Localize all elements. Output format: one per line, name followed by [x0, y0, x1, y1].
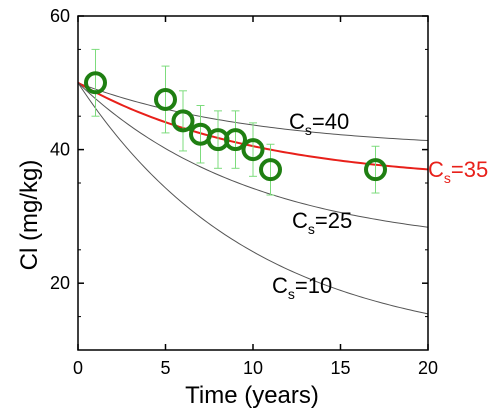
data-point-0 [84, 71, 107, 95]
data-point-1 [154, 88, 177, 111]
y-tick-label-20: 20 [50, 273, 70, 293]
x-tick-label-5: 5 [160, 358, 170, 378]
model-curves [77, 81, 429, 315]
data-point-5 [224, 128, 247, 152]
x-tick-label-10: 10 [243, 358, 263, 378]
curve-labels: Cs=40 Cs=35 Cs=25 Cs=10 [272, 109, 488, 302]
x-tick-label-20: 20 [418, 358, 438, 378]
data-markers [84, 71, 387, 182]
data-point-6 [241, 138, 265, 162]
axes: 0 5 10 15 20 20 40 60 [50, 6, 438, 378]
data-point-2 [171, 109, 195, 133]
curve-label-cs-35: Cs=35 [428, 157, 488, 186]
error-bars [91, 48, 380, 196]
y-tick-label-40: 40 [50, 140, 70, 160]
data-point-7 [259, 158, 282, 182]
curve-cs-25 [77, 82, 429, 228]
data-point-8 [364, 158, 387, 182]
curve-label-cs-10: Cs=10 [272, 273, 332, 302]
x-tick-label-15: 15 [330, 358, 350, 378]
curve-label-cs-40: Cs=40 [289, 109, 349, 138]
y-axis-title: Cl (mg/kg) [16, 160, 43, 271]
x-axis-title: Time (years) [185, 382, 319, 409]
x-tick-label-0: 0 [73, 358, 83, 378]
y-tick-label-60: 60 [50, 6, 70, 26]
curve-label-cs-25: Cs=25 [292, 208, 352, 237]
curve-cs-10 [77, 82, 429, 315]
